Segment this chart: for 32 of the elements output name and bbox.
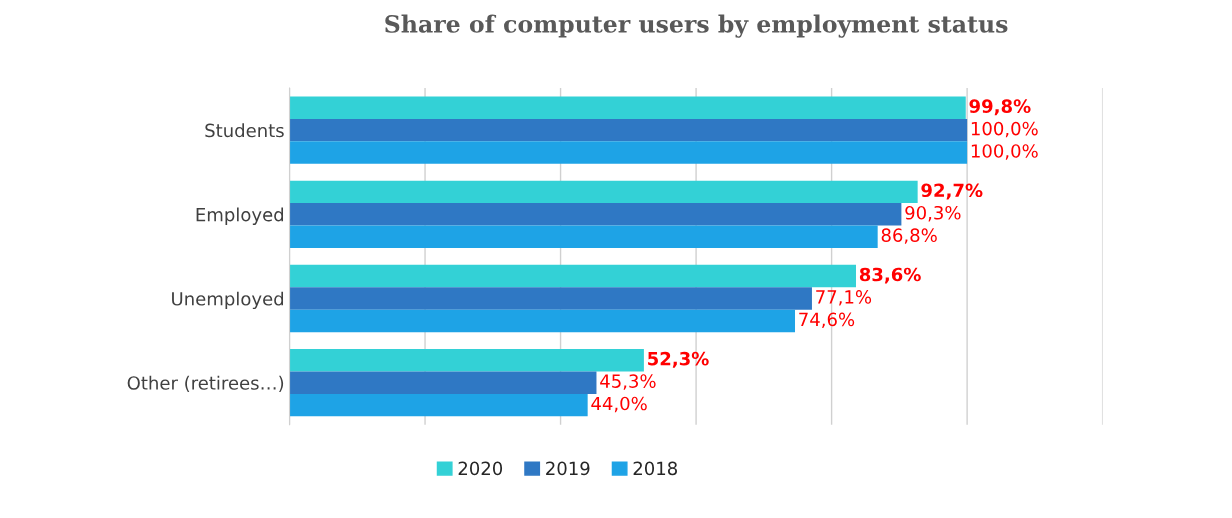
bar: [289, 309, 796, 333]
y-tick-label: Other (retirees…): [127, 375, 284, 392]
data-label: 86,8%: [881, 228, 937, 244]
chart-title: Share of computer users by employment status: [385, 14, 1008, 38]
legend-label: 2019: [546, 461, 590, 476]
data-label: 90,3%: [905, 205, 961, 222]
data-label: 45,3%: [600, 374, 656, 390]
bar: [289, 349, 644, 372]
data-label: 92,7%: [921, 183, 983, 200]
y-tick-label: Employed: [196, 207, 284, 225]
legend-label: 2018: [633, 461, 677, 476]
data-label: 99,8%: [969, 99, 1031, 116]
bar: [289, 141, 968, 164]
data-label: 74,6%: [799, 312, 855, 329]
bar: [289, 96, 966, 119]
data-label: 100,0%: [971, 121, 1038, 138]
y-tick-label: Unemployed: [172, 291, 284, 310]
bar: [289, 180, 918, 204]
data-label: 44,0%: [591, 396, 647, 413]
data-label: 100,0%: [971, 144, 1038, 160]
bar: [289, 203, 902, 226]
data-label: 83,6%: [859, 267, 921, 284]
y-tick-label: Students: [205, 123, 284, 138]
bar: [289, 225, 878, 248]
bar: [289, 371, 597, 394]
legend-label: 2020: [458, 461, 503, 476]
bar: [289, 118, 968, 142]
data-label: 77,1%: [816, 290, 872, 306]
bar: [289, 287, 812, 310]
bar: [289, 264, 856, 288]
data-label: 52,3%: [648, 351, 709, 368]
bar: [289, 393, 588, 417]
